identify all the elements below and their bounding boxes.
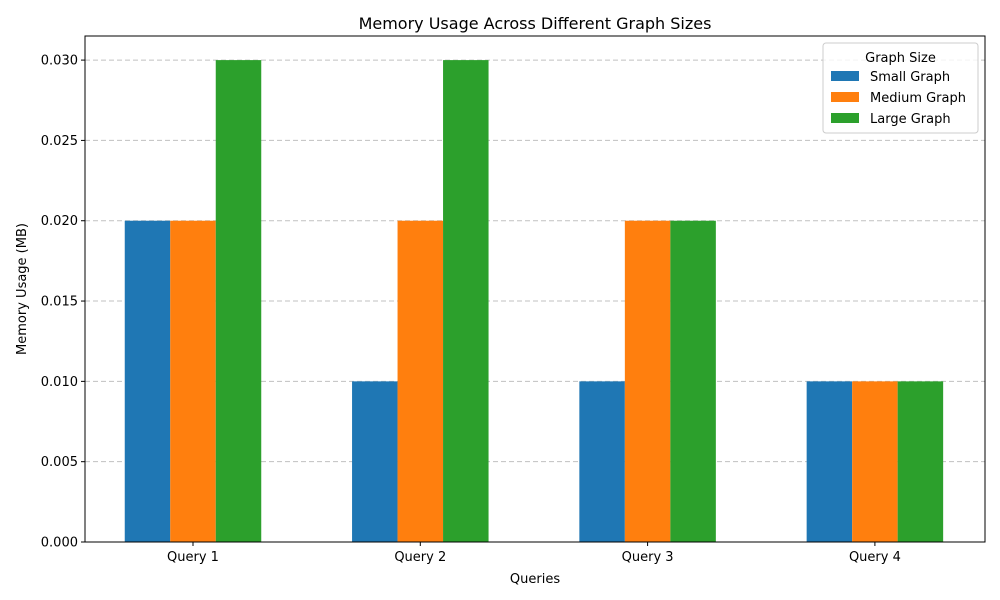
y-axis-title: Memory Usage (MB) <box>15 223 30 355</box>
bar-medium-graph-2 <box>397 220 444 542</box>
bars <box>124 60 944 542</box>
x-tick-label: Query 3 <box>622 550 674 565</box>
bar-medium-graph-3 <box>624 220 671 542</box>
bar-large-graph-1 <box>215 60 262 542</box>
bar-medium-graph-4 <box>852 381 898 542</box>
x-axis-title: Queries <box>510 572 560 587</box>
chart-title: Memory Usage Across Different Graph Size… <box>359 14 712 33</box>
bar-large-graph-4 <box>897 381 944 542</box>
legend-box <box>822 42 979 134</box>
legend-label: Small Graph <box>870 70 950 85</box>
bar-large-graph-2 <box>443 60 489 542</box>
legend-title: Graph Size <box>865 51 936 66</box>
bar-small-graph-2 <box>352 381 398 542</box>
legend-swatch <box>831 113 859 123</box>
legend-swatch <box>831 92 859 102</box>
y-tick-label: 0.025 <box>41 134 78 149</box>
x-axis-ticks: Query 1 Query 2 Query 3 Query 4 <box>167 542 901 565</box>
y-tick-label: 0.000 <box>41 536 78 551</box>
x-tick-label: Query 1 <box>167 550 219 565</box>
bar-large-graph-3 <box>670 220 716 542</box>
bar-small-graph-3 <box>579 381 625 542</box>
legend-swatch <box>831 71 859 81</box>
legend-label: Medium Graph <box>870 91 966 106</box>
legend-items: Small Graph Medium Graph Large Graph <box>831 70 966 127</box>
legend: Graph Size Small Graph Medium Graph Large … <box>822 42 979 134</box>
x-tick-label: Query 2 <box>394 550 446 565</box>
y-tick-label: 0.015 <box>41 295 78 310</box>
y-axis-ticks: 0.000 0.005 0.010 0.015 0.020 0.025 0.030 <box>41 54 85 551</box>
x-tick-label: Query 4 <box>849 550 901 565</box>
bar-medium-graph-1 <box>170 220 216 542</box>
legend-label: Large Graph <box>870 112 951 127</box>
y-tick-label: 0.030 <box>41 54 78 69</box>
y-tick-label: 0.005 <box>41 455 78 470</box>
bar-small-graph-1 <box>124 220 171 542</box>
y-tick-label: 0.020 <box>41 214 78 229</box>
plot-area-frame <box>84 35 986 543</box>
y-tick-label: 0.010 <box>41 375 78 390</box>
bar-small-graph-4 <box>806 381 853 542</box>
